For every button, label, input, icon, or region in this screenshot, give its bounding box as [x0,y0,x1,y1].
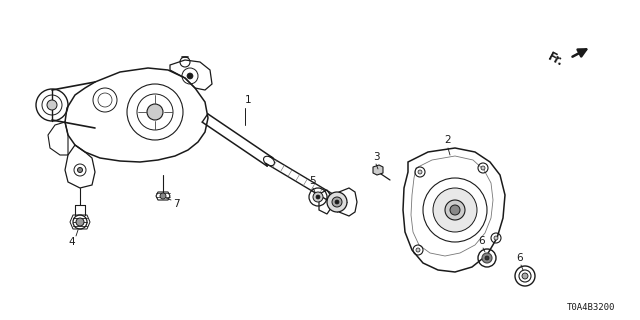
Circle shape [313,192,323,202]
Text: 6: 6 [479,236,485,246]
Circle shape [76,218,84,226]
Circle shape [332,197,342,207]
Circle shape [416,248,420,252]
Text: 1: 1 [244,95,252,105]
Text: 7: 7 [173,199,180,209]
Text: T0A4B3200: T0A4B3200 [566,303,615,312]
Text: 4: 4 [68,237,76,247]
Circle shape [47,100,57,110]
Circle shape [418,170,422,174]
Circle shape [494,236,498,240]
Circle shape [316,195,320,199]
Circle shape [327,192,347,212]
Circle shape [482,253,492,263]
Circle shape [445,200,465,220]
Circle shape [450,205,460,215]
Text: Fr.: Fr. [546,51,566,69]
Circle shape [522,273,528,279]
Circle shape [481,166,485,170]
Text: 3: 3 [372,152,380,162]
Circle shape [485,256,489,260]
Circle shape [160,193,166,199]
Polygon shape [373,165,383,175]
Circle shape [335,200,339,204]
Text: 5: 5 [310,176,316,186]
Circle shape [77,167,83,172]
Circle shape [187,73,193,79]
Circle shape [433,188,477,232]
Circle shape [147,104,163,120]
Text: 6: 6 [516,253,524,263]
Text: 2: 2 [445,135,451,145]
